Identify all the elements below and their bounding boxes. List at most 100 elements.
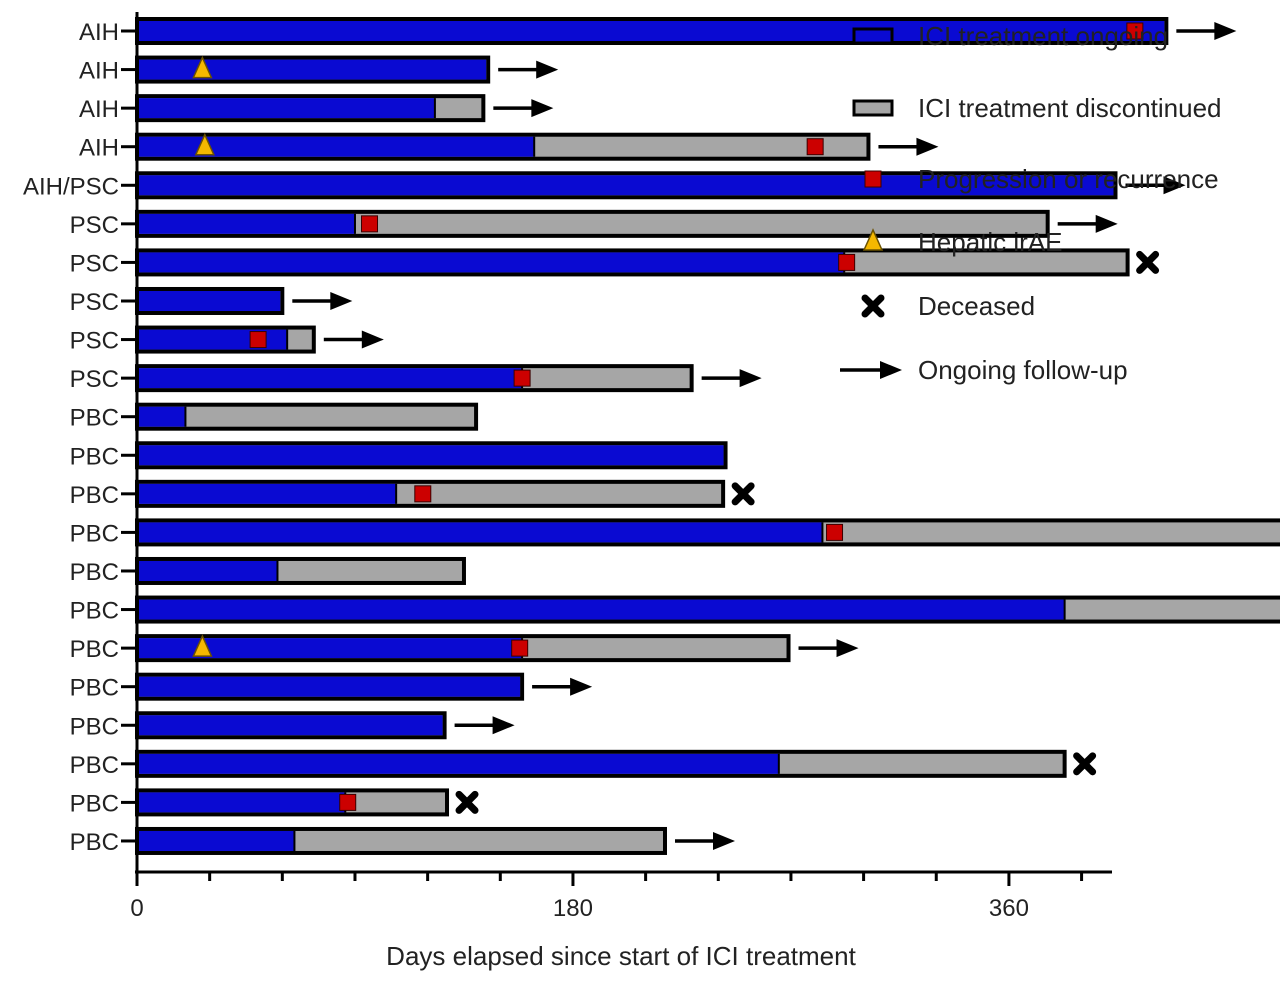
x-mark-icon-stroke-b [861, 294, 885, 318]
progression-marker [1126, 22, 1144, 40]
y-tick-label: PBC [70, 752, 119, 779]
patient-row-13 [135, 479, 755, 508]
bar-ongoing [139, 59, 487, 80]
x-tick-label: 0 [130, 895, 143, 922]
x-mark-icon [861, 294, 885, 318]
y-tick-label: PBC [70, 713, 119, 740]
gray-bar-icon [852, 99, 894, 117]
patient-row-21 [135, 788, 479, 817]
x-axis: 0180360540720 [130, 870, 1112, 922]
followup-arrow [798, 639, 859, 658]
legend-label: ICI treatment discontinued [918, 93, 1222, 123]
progression-marker [806, 138, 824, 156]
irae-marker [192, 55, 213, 79]
x-tick-label: 180 [553, 895, 593, 922]
followup-arrow-head [836, 639, 859, 658]
arrow-right-icon-head [880, 361, 902, 379]
legend-label: Hepatic irAE [918, 227, 1063, 257]
followup-arrow-head [1095, 214, 1118, 233]
followup-arrow-head [536, 60, 559, 79]
deceased-marker-stroke-b [1073, 752, 1097, 776]
y-tick-label: PBC [70, 559, 119, 586]
legend-item-irae: Hepatic irAE [862, 227, 1063, 257]
patient-row-10 [135, 364, 762, 393]
deceased-marker [1073, 752, 1097, 776]
y-tick-label: PSC [70, 366, 119, 393]
y-tick-label: PBC [70, 482, 119, 509]
followup-arrow [1125, 176, 1186, 195]
followup-arrow-head [492, 716, 515, 735]
bar-ongoing [139, 213, 355, 234]
legend-label: ICI treatment ongoing [918, 21, 1168, 51]
legend-item-progression: Progression or recurrence [864, 164, 1219, 194]
deceased-marker [1136, 250, 1160, 274]
legend-item-deceased: Deceased [861, 291, 1035, 321]
y-tick-label: PBC [70, 598, 119, 625]
patient-row-19 [135, 711, 515, 740]
followup-arrow-head [916, 137, 939, 156]
patient-row-7 [135, 248, 1160, 277]
patient-row-20 [135, 749, 1097, 778]
irae-marker [192, 634, 213, 657]
legend-label: Deceased [918, 291, 1035, 321]
bar-ongoing [139, 252, 845, 273]
x-axis-title: Days elapsed since start of ICI treatmen… [386, 941, 856, 971]
bar-ongoing [139, 830, 295, 851]
deceased-marker [455, 790, 479, 814]
followup-arrow [532, 677, 593, 696]
patient-row-15 [135, 556, 466, 585]
patient-row-11 [135, 402, 479, 431]
bar-ongoing [139, 560, 278, 581]
followup-arrow [674, 831, 735, 850]
y-tick-label: AIH [79, 19, 119, 46]
deceased-marker-stroke-b [731, 482, 755, 506]
followup-arrow [493, 99, 554, 118]
legend-label: Progression or recurrence [918, 164, 1219, 194]
patient-row-22 [135, 826, 735, 855]
patient-row-17 [135, 634, 859, 663]
progression-marker [249, 331, 267, 349]
patient-row-14 [135, 518, 1280, 547]
patient-row-1 [135, 17, 1237, 45]
followup-arrow [498, 60, 559, 79]
followup-arrow [1176, 22, 1237, 40]
bar-ongoing [139, 638, 523, 659]
deceased-marker [731, 482, 755, 506]
bar-ongoing [139, 368, 523, 389]
followup-arrow-head [739, 369, 762, 388]
followup-arrow [323, 330, 384, 349]
patient-row-9 [135, 325, 384, 354]
followup-arrow [292, 291, 353, 310]
bar-ongoing [139, 290, 281, 311]
followup-arrow-head [361, 330, 384, 349]
followup-arrow-head [570, 677, 593, 696]
bar-ongoing [139, 136, 535, 157]
legend-item-discontinued: ICI treatment discontinued [852, 93, 1222, 123]
progression-marker [414, 485, 432, 503]
x-tick-label: 360 [989, 895, 1029, 922]
deceased-marker-stroke-b [455, 790, 479, 814]
progression-marker [513, 369, 531, 387]
followup-arrow-head [712, 831, 735, 850]
blue-bar-icon [852, 27, 894, 45]
y-tick-label: PSC [70, 212, 119, 239]
y-tick-label: AIH [79, 135, 119, 162]
legend: ICI treatment ongoing ICI treatment disco… [840, 21, 1222, 385]
y-tick-label: PBC [70, 790, 119, 817]
bar-ongoing [139, 715, 443, 736]
patient-row-18 [135, 672, 593, 701]
yellow-triangle-icon [862, 228, 884, 251]
y-tick-label: PBC [70, 675, 119, 702]
bars-layer [135, 17, 1280, 855]
y-tick-label: AIH [79, 96, 119, 123]
bar-ongoing [139, 406, 186, 427]
followup-arrow [701, 369, 762, 388]
bar-ongoing [139, 445, 724, 466]
bar-ongoing [139, 483, 397, 504]
followup-arrow [1057, 214, 1118, 233]
bar-ongoing [139, 522, 823, 543]
followup-arrow-head [531, 99, 554, 118]
bar-ongoing [139, 599, 1065, 620]
followup-arrow [878, 137, 939, 156]
